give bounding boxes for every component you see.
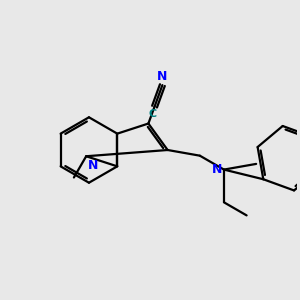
Text: C: C	[149, 109, 157, 119]
Text: N: N	[157, 70, 168, 83]
Text: N: N	[212, 163, 222, 176]
Text: N: N	[88, 159, 98, 172]
